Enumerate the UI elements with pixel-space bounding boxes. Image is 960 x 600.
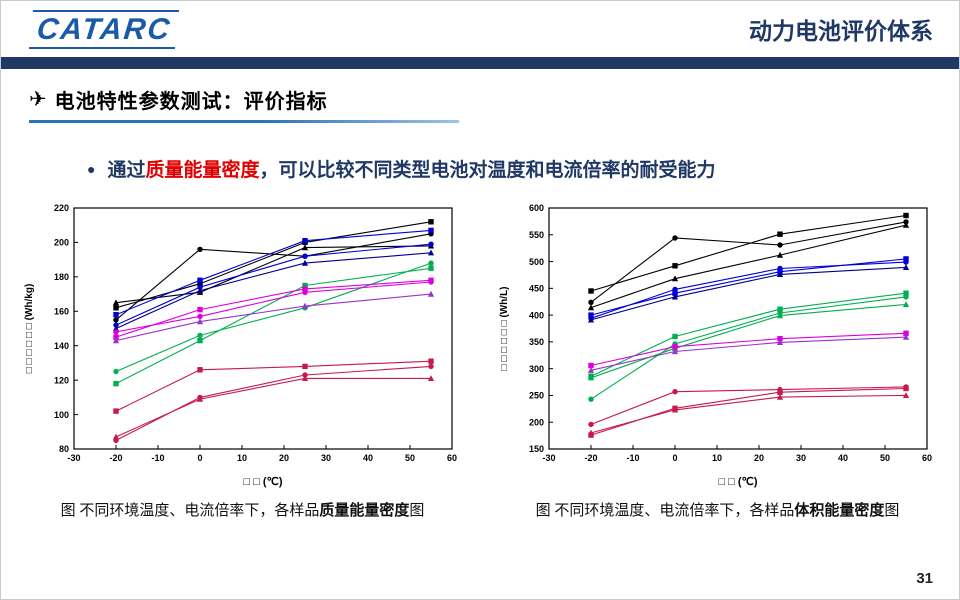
svg-text:40: 40 bbox=[362, 453, 372, 463]
plane-icon: ✈ bbox=[29, 88, 47, 111]
page-number: 31 bbox=[916, 570, 933, 587]
caption-bold: 体积能量密度 bbox=[794, 503, 885, 519]
mass-energy-chart-caption: 图 不同环境温度、电流倍率下，各样品质量能量密度图 bbox=[61, 499, 425, 520]
svg-text:60: 60 bbox=[921, 453, 931, 463]
svg-text:□ □ (℃): □ □ (℃) bbox=[718, 476, 757, 488]
mass-energy-density-chart: -30 -20 -10 0 10 20 30 40 50 60 80 100 120 140 160 180 2… bbox=[18, 198, 468, 493]
section-underline bbox=[29, 120, 459, 123]
volume-energy-chart-block: -30 -20 -10 0 10 20 30 40 50 60 150 200 250 300 350 400… bbox=[480, 198, 955, 520]
svg-text:□ □ (℃): □ □ (℃) bbox=[243, 476, 282, 488]
svg-text:600: 600 bbox=[528, 203, 543, 213]
bullet-prefix: 通过 bbox=[107, 160, 146, 181]
svg-text:50: 50 bbox=[404, 453, 414, 463]
svg-text:120: 120 bbox=[53, 375, 68, 385]
caption-prefix: 图 不同环境温度、电流倍率下，各样品 bbox=[60, 503, 320, 519]
volume-energy-chart-caption: 图 不同环境温度、电流倍率下，各样品体积能量密度图 bbox=[536, 499, 900, 520]
svg-text:60: 60 bbox=[446, 453, 456, 463]
catarc-logo: CATARC bbox=[28, 9, 180, 49]
svg-text:180: 180 bbox=[53, 272, 68, 282]
bullet-suffix: ，可以比较不同类型电池对温度和电流倍率的耐受能力 bbox=[259, 160, 716, 181]
header-divider-bar bbox=[1, 57, 959, 69]
mass-energy-chart-block: -30 -20 -10 0 10 20 30 40 50 60 80 100 120 140 160 180 2… bbox=[5, 198, 480, 520]
svg-text:10: 10 bbox=[236, 453, 246, 463]
svg-text:20: 20 bbox=[753, 453, 763, 463]
svg-text:220: 220 bbox=[53, 203, 68, 213]
bullet-line: ● 通过质量能量密度，可以比较不同类型电池对温度和电流倍率的耐受能力 bbox=[87, 155, 959, 182]
svg-text:□ □ □ □ □ □ (Wh/kg): □ □ □ □ □ □ (Wh/kg) bbox=[24, 284, 35, 374]
svg-text:40: 40 bbox=[837, 453, 847, 463]
svg-text:100: 100 bbox=[53, 410, 68, 420]
svg-text:-20: -20 bbox=[584, 453, 597, 463]
svg-text:-20: -20 bbox=[109, 453, 122, 463]
charts-row: -30 -20 -10 0 10 20 30 40 50 60 80 100 120 140 160 180 2… bbox=[1, 198, 959, 520]
bullet-highlight: 质量能量密度 bbox=[145, 160, 260, 181]
caption-suffix: 图 bbox=[884, 503, 900, 519]
svg-text:150: 150 bbox=[528, 444, 543, 454]
svg-text:50: 50 bbox=[879, 453, 889, 463]
svg-text:0: 0 bbox=[672, 453, 677, 463]
svg-text:-30: -30 bbox=[542, 453, 555, 463]
svg-text:400: 400 bbox=[528, 310, 543, 320]
caption-bold: 质量能量密度 bbox=[319, 503, 410, 519]
svg-text:20: 20 bbox=[278, 453, 288, 463]
section-title: 电池特性参数测试：评价指标 bbox=[54, 91, 328, 113]
catarc-logo-text: CATARC bbox=[28, 9, 180, 49]
volume-energy-density-chart: -30 -20 -10 0 10 20 30 40 50 60 150 200 250 300 350 400… bbox=[493, 198, 943, 493]
svg-text:350: 350 bbox=[528, 337, 543, 347]
section-heading: ✈ 电池特性参数测试：评价指标 bbox=[29, 85, 479, 123]
svg-text:-10: -10 bbox=[626, 453, 639, 463]
svg-text:550: 550 bbox=[528, 230, 543, 240]
svg-text:30: 30 bbox=[795, 453, 805, 463]
svg-text:500: 500 bbox=[528, 257, 543, 267]
deck-title: 动力电池评价体系 bbox=[749, 18, 933, 44]
svg-text:200: 200 bbox=[528, 417, 543, 427]
svg-text:140: 140 bbox=[53, 341, 68, 351]
svg-text:250: 250 bbox=[528, 391, 543, 401]
svg-text:30: 30 bbox=[320, 453, 330, 463]
slide-header: CATARC 动力电池评价体系 bbox=[1, 1, 959, 57]
svg-text:0: 0 bbox=[197, 453, 202, 463]
svg-text:80: 80 bbox=[58, 444, 68, 454]
svg-text:160: 160 bbox=[53, 306, 68, 316]
svg-text:□ □ □ □ □ □ (Wh/L): □ □ □ □ □ □ (Wh/L) bbox=[499, 286, 510, 370]
svg-text:-10: -10 bbox=[151, 453, 164, 463]
svg-text:200: 200 bbox=[53, 238, 68, 248]
svg-text:450: 450 bbox=[528, 284, 543, 294]
bullet-icon: ● bbox=[87, 161, 96, 177]
svg-text:-30: -30 bbox=[67, 453, 80, 463]
svg-text:300: 300 bbox=[528, 364, 543, 374]
caption-prefix: 图 不同环境温度、电流倍率下，各样品 bbox=[535, 503, 795, 519]
caption-suffix: 图 bbox=[409, 503, 425, 519]
svg-text:10: 10 bbox=[711, 453, 721, 463]
